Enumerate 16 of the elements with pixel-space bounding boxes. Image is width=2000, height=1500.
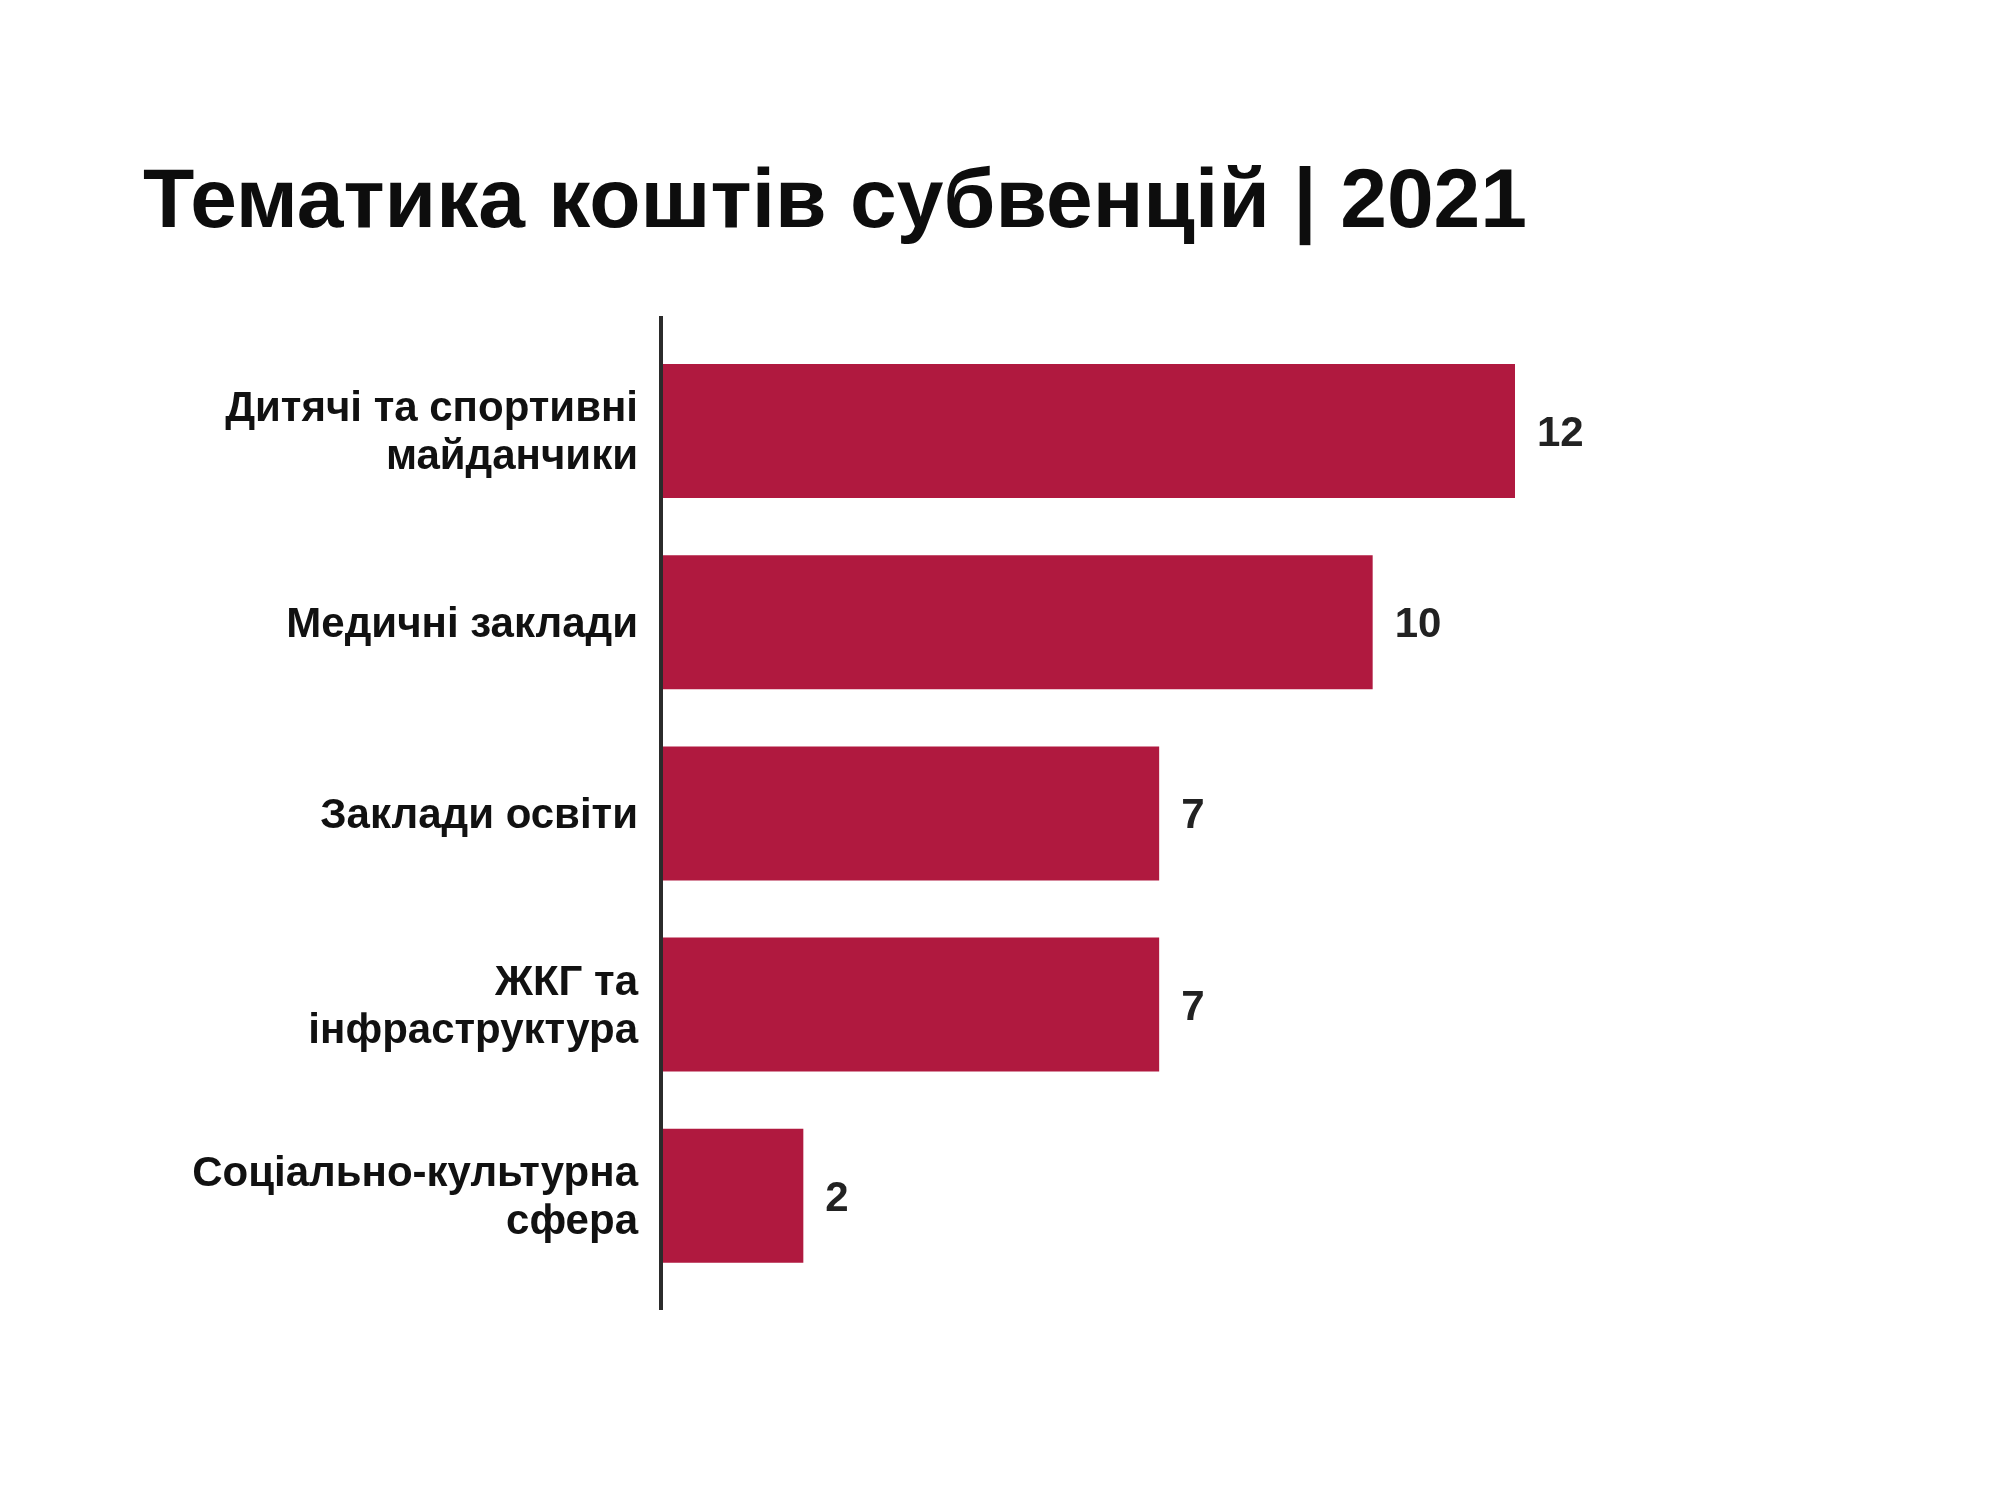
data-label: 2 [825, 1172, 849, 1220]
bar [661, 937, 1160, 1072]
y-tick-label: Дитячі та спортивні майданчики [225, 383, 638, 479]
chart-title: Тематика коштів субвенцій | 2021 [143, 151, 1528, 245]
data-label: 7 [1181, 981, 1205, 1029]
y-tick-label: Заклади освіти [320, 789, 638, 837]
bar [661, 746, 1160, 881]
data-label: 12 [1537, 407, 1584, 455]
y-tick-label: ЖКГ та інфраструктура [308, 956, 639, 1052]
y-tick-label: Соціально-культурна сфера [192, 1148, 639, 1244]
bar [661, 364, 1515, 498]
bar [661, 1128, 804, 1263]
data-label: 7 [1181, 790, 1205, 838]
bar [661, 555, 1373, 690]
y-tick-label: Медичні заклади [286, 598, 638, 646]
data-label: 10 [1394, 599, 1442, 647]
